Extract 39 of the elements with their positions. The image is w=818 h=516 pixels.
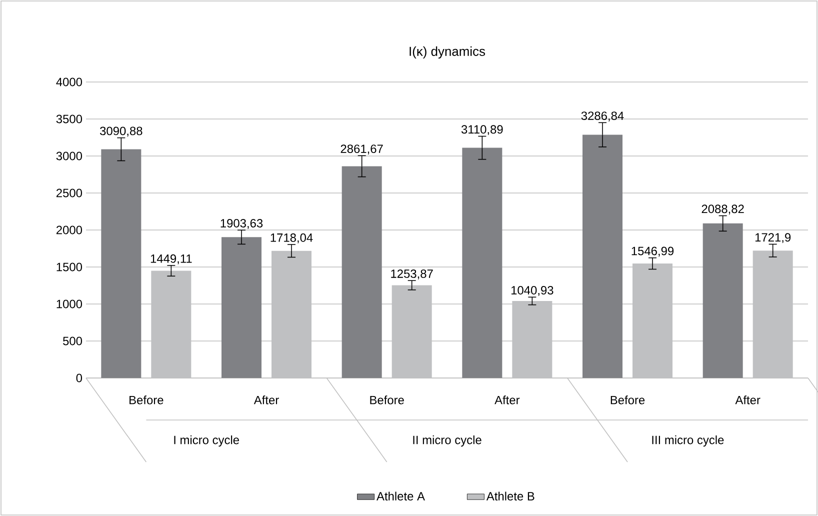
bar — [462, 148, 502, 378]
data-label: 1040,93 — [511, 286, 554, 296]
chart-title: I(κ) dynamics — [410, 46, 486, 58]
y-tick-label: 1000 — [56, 300, 82, 308]
y-tick-label: 1500 — [56, 262, 82, 272]
data-label: 1718,04 — [270, 233, 313, 244]
y-tick-label: 500 — [63, 336, 82, 346]
y-tick-label: 2000 — [56, 226, 82, 234]
data-label: 1721,9 — [755, 233, 791, 244]
data-label: 3110,89 — [461, 125, 503, 136]
data-label: 2088,82 — [702, 204, 744, 215]
data-label: 1546,99 — [632, 246, 674, 257]
data-label: 1903,63 — [220, 219, 263, 229]
x-tick-label: Before — [610, 396, 645, 404]
legend-label: Athlete A — [376, 492, 425, 500]
bar — [222, 237, 262, 378]
text: II micro cycle — [413, 435, 482, 447]
data-label: 1449,11 — [150, 254, 192, 264]
x-tick-label: After — [494, 396, 520, 404]
text: I micro cycle — [174, 435, 239, 447]
x-tick-label: After — [254, 396, 279, 404]
data-label: 3090,88 — [100, 126, 142, 137]
text: III micro cycle — [652, 435, 724, 447]
x-tick-label: After — [735, 396, 760, 404]
legend-label: Athlete B — [486, 492, 534, 500]
y-tick-label: 3000 — [56, 152, 82, 160]
y-tick-label: 4000 — [56, 78, 82, 86]
data-label: 3286,84 — [581, 112, 624, 122]
bar — [342, 166, 382, 378]
y-tick-label: 0 — [76, 374, 82, 382]
data-label: 2861,67 — [340, 144, 383, 154]
bar — [582, 134, 623, 378]
y-tick-label: 2500 — [56, 188, 82, 198]
y-tick-label: 3500 — [56, 114, 82, 124]
x-tick-label: Before — [130, 396, 164, 404]
x-tick-label: Before — [370, 396, 404, 404]
bar — [101, 149, 142, 378]
bar — [702, 223, 743, 378]
data-label: 1253,87 — [391, 269, 433, 280]
